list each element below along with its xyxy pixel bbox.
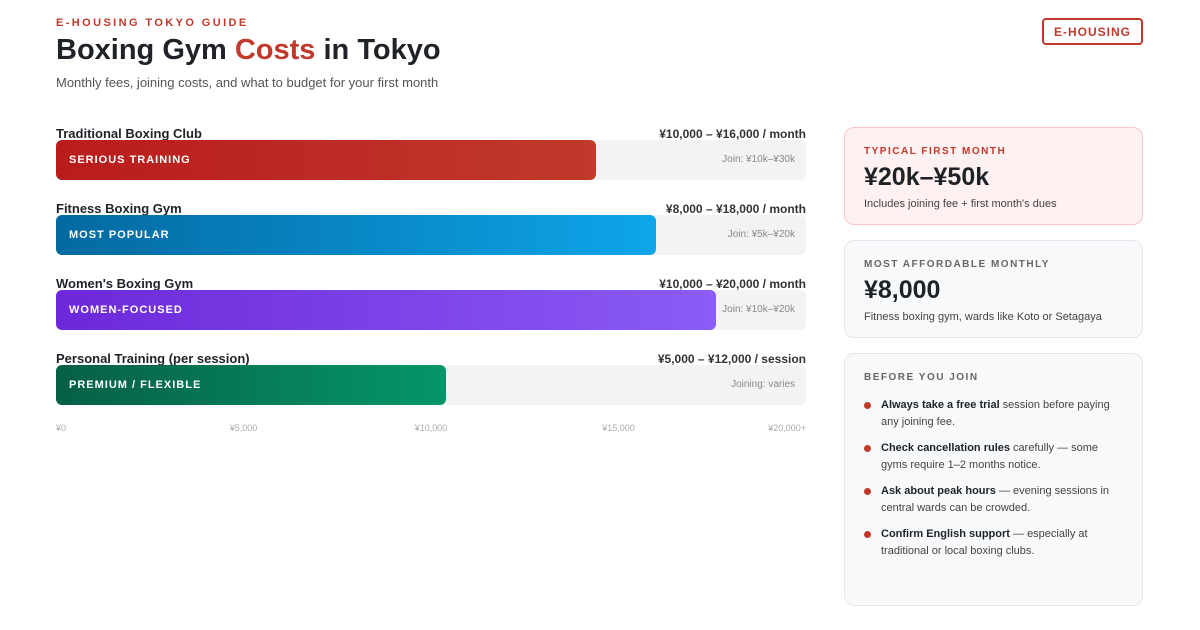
tip-text: — especially at traditional or local box…: [881, 528, 1088, 557]
tips-list: Always take a free trial session before …: [864, 397, 1123, 560]
tip-text: session before paying any joining fee.: [881, 399, 1110, 428]
tip: Confirm English support — especially at …: [864, 526, 1123, 560]
tip: Ask about peak hours — evening sessions …: [864, 483, 1123, 517]
card-note: Fitness boxing gym, wards like Koto or S…: [864, 311, 1102, 323]
tip-text: carefully — some gyms require 1–2 months…: [881, 442, 1099, 471]
tip: Always take a free trial session before …: [864, 397, 1123, 431]
bar: [56, 365, 446, 405]
card: TYPICAL FIRST MONTH ¥20k–¥50k Includes j…: [844, 127, 1143, 225]
card-value: ¥20k–¥50k: [864, 163, 990, 191]
row-price: ¥5,000 – ¥12,000 / session: [657, 352, 806, 366]
x-tick-label: ¥5,000: [229, 423, 258, 433]
join-fee: Join: ¥10k–¥20k: [722, 304, 795, 315]
title-part: Boxing Gym: [56, 34, 235, 66]
tip-text: — evening sessions in central wards can …: [881, 485, 1110, 514]
tip-bold: Confirm English support: [881, 528, 1010, 540]
join-fee: Join: ¥5k–¥20k: [727, 229, 795, 240]
bar-track: MOST POPULAR Join: ¥5k–¥20k: [56, 215, 806, 255]
x-tick-label: ¥20,000+: [768, 423, 806, 433]
title-highlight: Costs: [234, 34, 316, 66]
bar: [56, 140, 596, 180]
bar-tag: MOST POPULAR: [69, 229, 170, 241]
bar: [56, 215, 656, 255]
title-part: in Tokyo: [315, 34, 441, 66]
card: MOST AFFORDABLE MONTHLY ¥8,000 Fitness b…: [844, 240, 1143, 338]
row-name: Personal Training (per session): [56, 351, 250, 366]
kicker: E-HOUSING TOKYO GUIDE: [56, 17, 249, 29]
bar: [56, 290, 716, 330]
bar-tag: PREMIUM / FLEXIBLE: [69, 379, 202, 391]
bar-track: PREMIUM / FLEXIBLE Joining: varies: [56, 365, 806, 405]
x-tick-label: ¥15,000: [602, 423, 635, 433]
bar-tag: WOMEN-FOCUSED: [69, 304, 183, 316]
bar-row: Personal Training (per session) ¥5,000 – …: [56, 351, 806, 421]
join-fee: Join: ¥10k–¥30k: [722, 154, 795, 165]
tips-title: BEFORE YOU JOIN: [864, 372, 979, 383]
badge[interactable]: E-HOUSING: [1042, 18, 1143, 45]
join-fee: Joining: varies: [731, 379, 795, 390]
bar-row: Traditional Boxing Club ¥10,000 – ¥16,000…: [56, 126, 806, 196]
row-price: ¥10,000 – ¥16,000 / month: [659, 127, 806, 141]
bar-track: SERIOUS TRAINING Join: ¥10k–¥30k: [56, 140, 806, 180]
title: Boxing Gym Costs in Tokyo: [56, 34, 441, 67]
tip-bold: Ask about peak hours: [881, 485, 996, 497]
tip-bold: Always take a free trial: [881, 399, 1000, 411]
row-price: ¥8,000 – ¥18,000 / month: [665, 202, 806, 216]
bar-track: WOMEN-FOCUSED Join: ¥10k–¥20k: [56, 290, 806, 330]
bar-tag: SERIOUS TRAINING: [69, 154, 191, 166]
card-value: ¥8,000: [864, 276, 941, 304]
tip: Check cancellation rules carefully — som…: [864, 440, 1123, 474]
card-note: Includes joining fee + first month's due…: [864, 198, 1057, 210]
row-name: Women's Boxing Gym: [56, 276, 194, 291]
x-tick-label: ¥0: [56, 423, 67, 433]
row-name: Fitness Boxing Gym: [56, 201, 182, 216]
tips-card: BEFORE YOU JOIN Always take a free trial…: [844, 353, 1143, 606]
row-price: ¥10,000 – ¥20,000 / month: [659, 277, 806, 291]
tip-bold: Check cancellation rules: [881, 442, 1010, 454]
subtitle: Monthly fees, joining costs, and what to…: [56, 75, 439, 90]
bar-row: Women's Boxing Gym ¥10,000 – ¥20,000 / mo…: [56, 276, 806, 346]
card-label: MOST AFFORDABLE MONTHLY: [864, 259, 1050, 270]
row-name: Traditional Boxing Club: [56, 126, 202, 141]
card-label: TYPICAL FIRST MONTH: [864, 146, 1007, 157]
bar-row: Fitness Boxing Gym ¥8,000 – ¥18,000 / mon…: [56, 201, 806, 271]
x-tick-label: ¥10,000: [414, 423, 448, 433]
